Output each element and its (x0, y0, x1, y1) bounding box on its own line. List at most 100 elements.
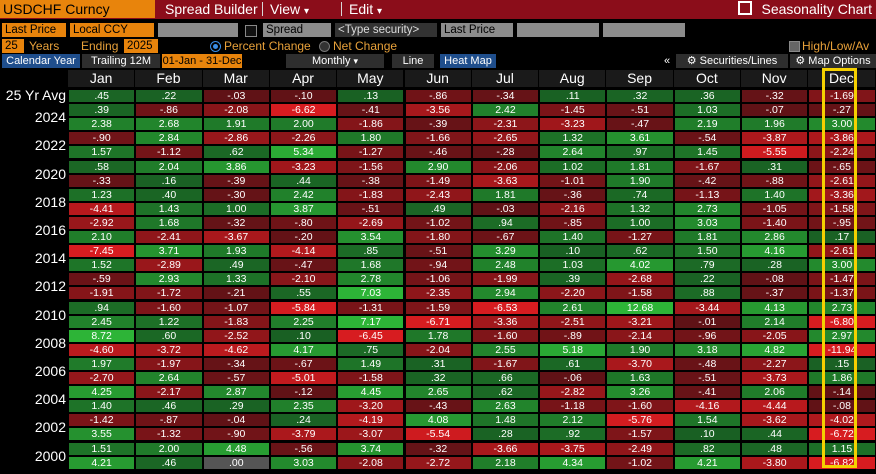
heatmap-cell[interactable]: 7.03 (338, 287, 404, 300)
heatmap-cell[interactable]: 1.40 (540, 231, 606, 243)
heatmap-cell[interactable]: 1.45 (674, 146, 740, 159)
extra-select-2[interactable] (517, 23, 599, 37)
heatmap-cell[interactable]: 3.55 (69, 428, 135, 441)
heatmap-cell[interactable]: -3.36 (809, 188, 875, 201)
heatmap-cell[interactable]: -2.65 (472, 132, 539, 145)
heatmap-cell[interactable]: -.03 (203, 90, 269, 102)
heatmap-cell[interactable]: -.80 (270, 216, 337, 229)
heatmap-cell[interactable]: 4.08 (405, 414, 471, 427)
heatmap-cell[interactable]: 1.90 (607, 343, 673, 356)
heatmap-cell[interactable]: -.28 (472, 146, 539, 159)
heatmap-cell[interactable]: .00 (203, 456, 269, 469)
heatmap-cell[interactable]: 2.65 (405, 386, 471, 399)
heatmap-cell[interactable]: 1.02 (540, 160, 606, 173)
heatmap-cell[interactable]: -.41 (674, 386, 740, 399)
heatmap-cell[interactable]: -.95 (809, 216, 875, 229)
heatmap-cell[interactable]: -2.61 (809, 174, 875, 187)
heatmap-cell[interactable]: 1.90 (607, 174, 673, 187)
heatmap-cell[interactable]: 3.18 (674, 343, 740, 356)
heatmap-cell[interactable]: 2.42 (270, 188, 337, 201)
heatmap-cell[interactable]: .74 (607, 188, 673, 201)
menu-spread-builder[interactable]: Spread Builder (165, 1, 258, 17)
heatmap-cell[interactable]: -.88 (742, 174, 808, 187)
heatmap-cell[interactable]: -.96 (674, 329, 740, 342)
heatmap-cell[interactable]: -2.89 (136, 259, 202, 272)
heatmap-cell[interactable]: .62 (472, 386, 539, 399)
heatmap-cell[interactable]: .55 (270, 287, 337, 300)
heatmap-cell[interactable]: .82 (674, 442, 740, 455)
heatmap-cell[interactable]: -.87 (136, 414, 202, 427)
heatmap-cell[interactable]: 1.81 (607, 160, 673, 173)
heatmap-cell[interactable]: 2.18 (472, 456, 539, 469)
heatmap-cell[interactable]: 2.87 (203, 386, 269, 399)
date-range-input[interactable]: 01-Jan - 31-Dec (162, 54, 242, 68)
heatmap-cell[interactable]: -3.62 (742, 414, 808, 427)
heatmap-cell[interactable]: 1.81 (674, 231, 740, 243)
heatmap-cell[interactable]: 2.00 (136, 442, 202, 455)
heatmap-cell[interactable]: .32 (405, 372, 471, 384)
tab-heat-map[interactable]: Heat Map (440, 54, 496, 68)
heatmap-cell[interactable]: -1.18 (540, 400, 606, 413)
heatmap-cell[interactable]: -2.24 (809, 146, 875, 159)
heatmap-cell[interactable]: 1.43 (136, 202, 202, 215)
heatmap-cell[interactable]: 1.15 (809, 442, 875, 455)
heatmap-cell[interactable]: 1.86 (809, 372, 875, 384)
heatmap-cell[interactable]: 2.68 (136, 118, 202, 131)
heatmap-cell[interactable]: -3.23 (270, 160, 337, 173)
heatmap-cell[interactable]: 2.86 (742, 231, 808, 243)
heatmap-cell[interactable]: -1.86 (338, 118, 404, 131)
heatmap-cell[interactable]: -4.16 (674, 400, 740, 413)
heatmap-cell[interactable]: 1.00 (203, 202, 269, 215)
heatmap-cell[interactable]: .60 (136, 329, 202, 342)
heatmap-cell[interactable]: -1.27 (338, 146, 404, 159)
heatmap-cell[interactable]: -1.01 (540, 174, 606, 187)
heatmap-cell[interactable]: -5.01 (270, 372, 337, 384)
heatmap-cell[interactable]: -2.43 (405, 188, 471, 201)
heatmap-cell[interactable]: -1.56 (338, 160, 404, 173)
heatmap-cell[interactable]: 12.68 (607, 301, 673, 314)
heatmap-cell[interactable]: 3.71 (136, 245, 202, 258)
heatmap-cell[interactable]: 8.72 (69, 329, 135, 342)
heatmap-cell[interactable]: .85 (338, 245, 404, 258)
heatmap-cell[interactable]: .62 (607, 245, 673, 258)
heatmap-cell[interactable]: 4.82 (742, 343, 808, 356)
heatmap-cell[interactable]: -2.26 (270, 132, 337, 145)
heatmap-cell[interactable]: -2.86 (203, 132, 269, 145)
heatmap-cell[interactable]: -2.31 (472, 118, 539, 131)
heatmap-cell[interactable]: -.39 (203, 174, 269, 187)
heatmap-cell[interactable]: -4.19 (338, 414, 404, 427)
heatmap-cell[interactable]: -.90 (69, 132, 135, 145)
heatmap-cell[interactable]: -.08 (809, 400, 875, 413)
heatmap-cell[interactable]: 1.63 (607, 372, 673, 384)
heatmap-cell[interactable]: -1.66 (405, 132, 471, 145)
heatmap-cell[interactable]: -.39 (405, 118, 471, 131)
heatmap-cell[interactable]: 4.21 (69, 456, 135, 469)
tab-trailing-12m[interactable]: Trailing 12M (82, 54, 160, 68)
heatmap-cell[interactable]: -.30 (203, 188, 269, 201)
heatmap-cell[interactable]: .49 (405, 202, 471, 215)
heatmap-cell[interactable]: -.20 (270, 231, 337, 243)
heatmap-cell[interactable]: 1.32 (540, 132, 606, 145)
heatmap-cell[interactable]: -2.20 (540, 287, 606, 300)
years-input[interactable]: 25 (2, 39, 24, 53)
heatmap-cell[interactable]: -.47 (607, 118, 673, 131)
heatmap-cell[interactable]: 5.18 (540, 343, 606, 356)
heatmap-cell[interactable]: -.41 (338, 104, 404, 117)
heatmap-cell[interactable]: -.65 (809, 160, 875, 173)
heatmap-cell[interactable]: 4.16 (742, 245, 808, 258)
heatmap-cell[interactable]: -1.27 (607, 231, 673, 243)
heatmap-cell[interactable]: -.14 (809, 386, 875, 399)
heatmap-cell[interactable]: 3.87 (270, 202, 337, 215)
security-field[interactable]: USDCHF Curncy (0, 0, 155, 18)
heatmap-cell[interactable]: .75 (338, 343, 404, 356)
heatmap-cell[interactable]: -2.68 (607, 273, 673, 286)
heatmap-cell[interactable]: -.67 (472, 231, 539, 243)
heatmap-cell[interactable]: -.46 (405, 146, 471, 159)
heatmap-cell[interactable]: -.86 (136, 104, 202, 117)
heatmap-cell[interactable]: -1.40 (742, 216, 808, 229)
heatmap-cell[interactable]: -3.21 (607, 315, 673, 328)
heatmap-cell[interactable]: -3.75 (540, 442, 606, 455)
heatmap-cell[interactable]: .44 (270, 174, 337, 187)
heatmap-cell[interactable]: .79 (674, 259, 740, 272)
heatmap-cell[interactable]: -.94 (405, 259, 471, 272)
